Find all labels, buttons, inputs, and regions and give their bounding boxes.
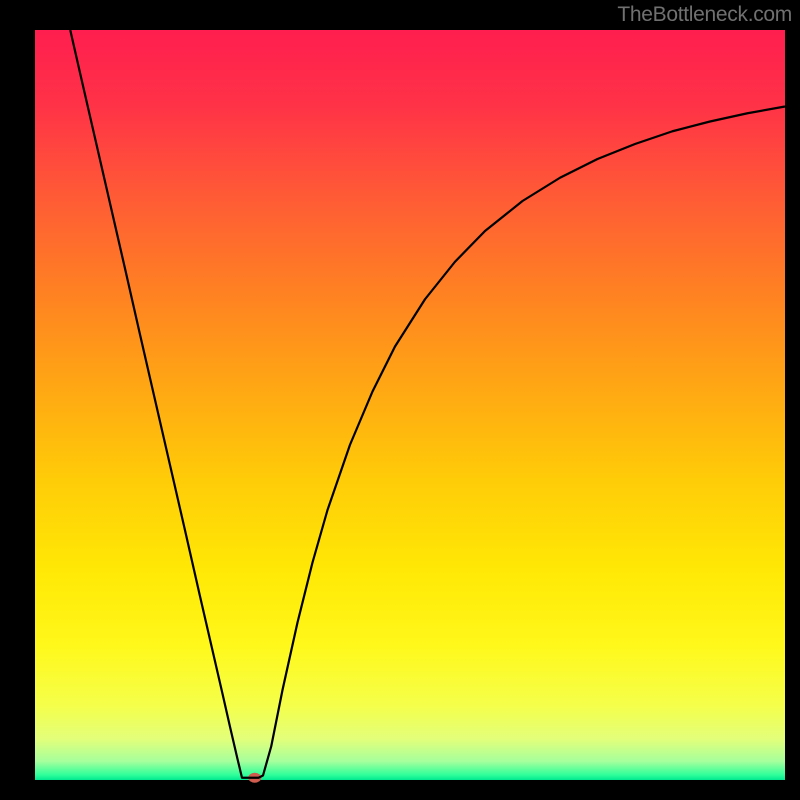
chart-background: [35, 30, 785, 780]
bottleneck-chart: [0, 0, 800, 800]
chart-container: { "watermark": "TheBottleneck.com", "cha…: [0, 0, 800, 800]
watermark-text: TheBottleneck.com: [617, 3, 792, 27]
